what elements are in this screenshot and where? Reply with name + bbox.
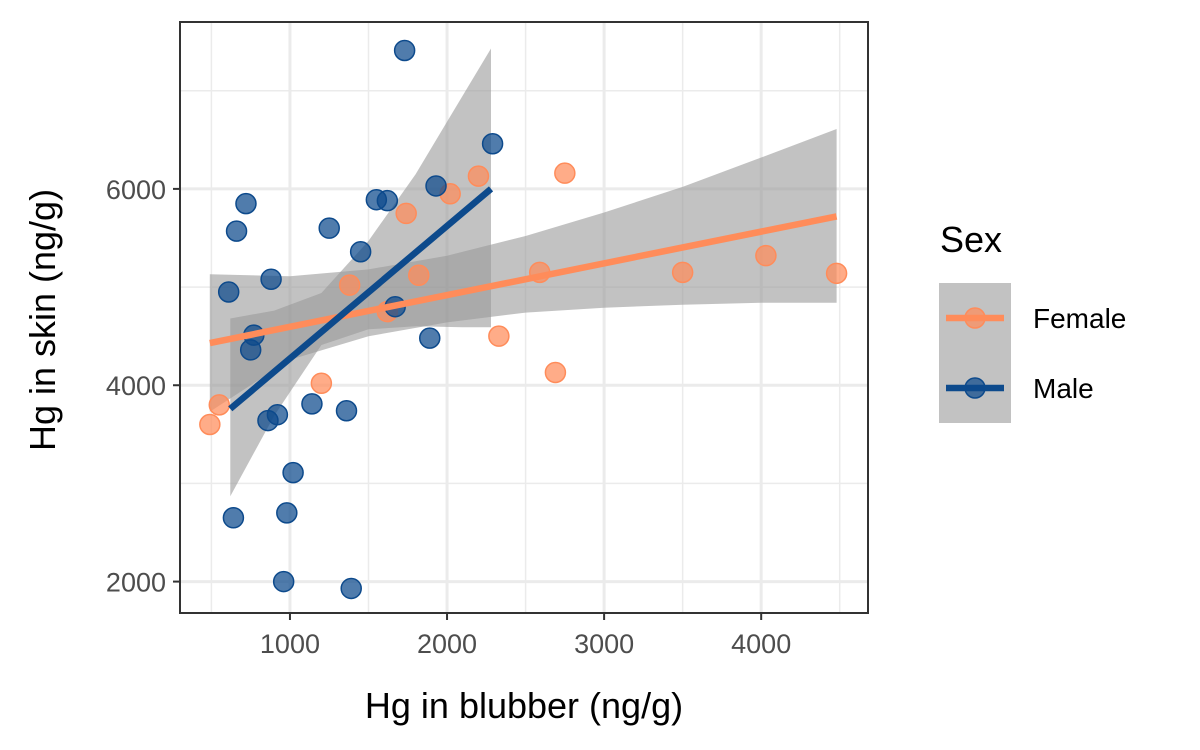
fit-line-male — [228, 186, 494, 412]
data-point-male — [318, 217, 340, 239]
x-axis-title: Hg in blubber (ng/g) — [365, 685, 683, 726]
legend-keys — [939, 283, 1011, 423]
data-point-female — [408, 264, 430, 287]
regression-lines — [209, 186, 838, 412]
y-tick-label: 4000 — [106, 371, 166, 401]
fit-line-female — [209, 213, 838, 347]
data-point-male — [419, 327, 441, 349]
data-point-female — [544, 361, 567, 384]
x-tick-label: 2000 — [417, 629, 477, 659]
data-point-male — [276, 502, 298, 524]
data-point-male — [349, 240, 372, 263]
data-point-male — [217, 281, 240, 303]
confidence-bands — [209, 48, 837, 497]
legend: Sex Female Male — [939, 219, 1126, 423]
confidence-band-male — [230, 48, 492, 497]
x-tick-label: 1000 — [260, 629, 320, 659]
legend-key-point-female — [964, 307, 986, 329]
data-point-male — [272, 570, 295, 593]
y-axis-title: Hg in skin (ng/g) — [22, 189, 63, 451]
y-tick-label: 6000 — [106, 175, 166, 205]
data-point-male — [340, 577, 362, 600]
data-point-female — [395, 202, 417, 225]
data-point-male — [393, 39, 416, 62]
data-point-male — [301, 393, 323, 415]
data-point-female — [554, 162, 576, 184]
data-point-male — [481, 132, 504, 155]
data-point-female — [671, 261, 694, 284]
x-tick-label: 3000 — [574, 629, 634, 659]
data-point-male — [260, 268, 282, 290]
data-point-female — [199, 413, 221, 436]
data-point-male — [222, 507, 245, 529]
data-point-female — [755, 244, 777, 267]
x-tick-label: 4000 — [731, 629, 791, 659]
legend-title: Sex — [940, 219, 1002, 260]
data-point-female — [338, 274, 361, 296]
data-point-male — [376, 189, 399, 212]
data-points — [199, 39, 848, 600]
y-tick-label: 2000 — [106, 568, 166, 598]
data-point-male — [425, 175, 447, 197]
confidence-band-female — [209, 129, 837, 412]
panel-frame — [179, 21, 869, 614]
x-axis-ticks: 1000 2000 3000 4000 — [260, 613, 791, 659]
data-point-male — [225, 220, 248, 242]
data-point-female — [488, 325, 510, 347]
data-point-female — [825, 262, 848, 285]
data-point-female — [310, 372, 333, 395]
legend-label-female: Female — [1033, 303, 1126, 334]
legend-key-point-male — [964, 377, 986, 399]
data-point-female — [208, 394, 231, 416]
data-point-male — [335, 400, 358, 422]
data-point-male — [235, 192, 257, 215]
data-point-male — [282, 461, 304, 484]
panel-border — [179, 21, 869, 614]
legend-label-male: Male — [1033, 373, 1094, 404]
data-point-male — [266, 403, 289, 426]
y-axis-ticks: 2000 4000 6000 — [106, 175, 180, 598]
data-point-female — [467, 165, 490, 187]
